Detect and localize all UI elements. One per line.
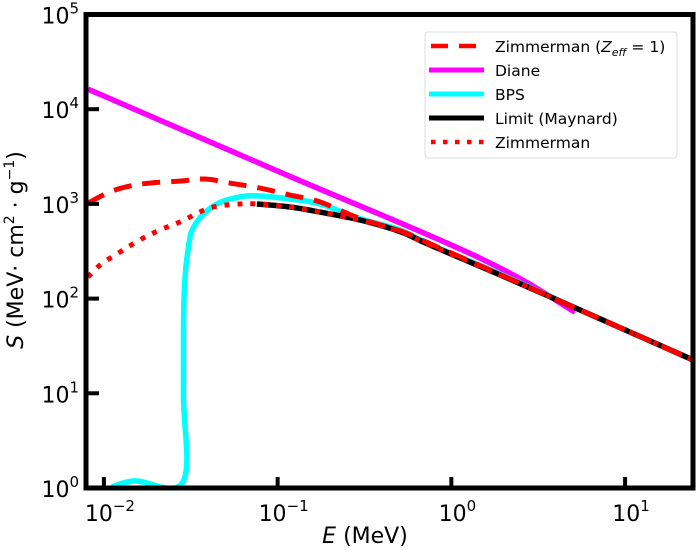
legend-label-bps: BPS [495,86,525,104]
x-tick-label-base: 10 [439,502,467,527]
y-tick-label: 103 [41,189,79,219]
axes-frame [83,12,696,491]
x-tick-label: 100 [439,497,477,527]
x-tick-label-base: 10 [85,502,113,527]
legend-label-zimmerman-zeff: Zimmerman (Zeff = 1) [495,38,665,59]
x-tick-label: 10−2 [85,497,135,527]
tick-layer [86,107,628,486]
y-axis-label-mid: · g [4,180,29,215]
series-layer [88,86,691,486]
x-tick-label-exponent: 0 [467,497,477,515]
y-tick-label-exponent: 3 [69,189,79,207]
x-tick-labels: 10−2 10−1 100 101 [85,497,650,527]
y-tick-label-base: 10 [41,5,69,30]
series-line-zimmerman [88,201,691,362]
legend-entry-diane: Diane [429,62,540,80]
series-line-diane [88,86,577,315]
legend-entry-limit-maynard: Limit (Maynard) [429,110,618,128]
x-tick-label-exponent: −2 [113,497,135,515]
legend: Zimmerman (Zeff = 1) Diane BPS Limit (Ma… [424,31,678,159]
y-axis-label-pre: (MeV· cm [4,224,29,335]
legend-entry-bps: BPS [429,86,525,104]
series-line-bps [110,192,577,486]
y-tick-label-base: 10 [41,289,69,314]
x-tick-label: 101 [612,497,650,527]
y-tick-label-exponent: 1 [69,378,79,396]
y-tick-label-exponent: 0 [69,473,79,491]
y-tick-label: 101 [41,378,79,408]
legend-label-zimmerman-zeff-tail: = 1) [627,38,666,56]
y-axis-label-sup2: −1 [2,160,18,181]
series-line-limit-maynard [256,201,691,363]
legend-label-diane: Diane [495,62,540,80]
y-tick-label-base: 10 [41,383,69,408]
y-axis-label-post: ) [4,151,29,160]
x-tick-label-base: 10 [612,502,640,527]
y-axis-label-var: S [4,335,29,349]
x-tick-label-exponent: −1 [287,497,309,515]
y-tick-label: 100 [41,473,79,503]
x-tick-label: 10−1 [259,497,309,527]
x-axis-label-var: E [322,524,336,549]
x-tick-label-base: 10 [259,502,287,527]
x-axis-label: E (MeV) [322,524,408,549]
legend-entry-zimmerman-zeff: Zimmerman (Zeff = 1) [431,38,665,59]
legend-entry-zimmerman: Zimmerman [431,134,590,152]
x-axis-label-unit: (MeV) [336,524,408,549]
legend-label-zimmerman: Zimmerman [495,134,590,152]
legend-label-zeff-sub: eff [612,46,628,59]
y-tick-label-exponent: 4 [69,94,79,112]
y-axis-label: S (MeV· cm2 · g−1) [2,151,29,349]
y-tick-label: 105 [41,0,79,30]
x-tick-label-exponent: 1 [640,497,650,515]
y-tick-label-base: 10 [41,194,69,219]
y-tick-label-exponent: 2 [69,284,79,302]
y-tick-label-base: 10 [41,478,69,503]
y-tick-label: 104 [41,94,79,124]
y-axis-label-sup1: 2 [2,215,18,224]
legend-label-zeff-var: Z [600,38,612,56]
y-tick-label-base: 10 [41,99,69,124]
y-tick-label: 102 [41,284,79,314]
legend-label-limit-maynard: Limit (Maynard) [495,110,618,128]
series-line-zimmerman-z-eff-1 [88,176,691,362]
y-tick-label-exponent: 5 [69,0,79,18]
legend-box [424,31,678,159]
legend-label-zimmerman-zeff-main: Zimmerman ( [495,38,601,56]
